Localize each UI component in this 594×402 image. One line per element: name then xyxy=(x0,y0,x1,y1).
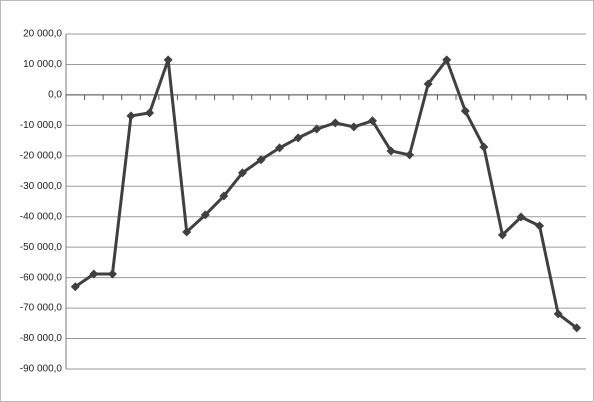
y-tick-label: 10 000,0 xyxy=(23,59,62,70)
marker xyxy=(312,124,322,134)
marker xyxy=(497,230,507,240)
y-tick-label: -60 000,0 xyxy=(20,272,63,283)
marker xyxy=(572,323,582,333)
y-tick-label: -20 000,0 xyxy=(20,150,63,161)
marker xyxy=(200,210,210,220)
y-tick-label: -30 000,0 xyxy=(20,181,63,192)
y-tick-label: -10 000,0 xyxy=(20,120,63,131)
marker xyxy=(182,227,192,237)
marker xyxy=(367,116,377,126)
marker xyxy=(553,309,563,319)
marker xyxy=(275,143,285,153)
marker xyxy=(237,168,247,178)
y-tick-label: -40 000,0 xyxy=(20,211,63,222)
y-tick-label: -70 000,0 xyxy=(20,303,63,314)
marker xyxy=(479,142,489,152)
marker xyxy=(293,133,303,143)
marker xyxy=(107,269,117,279)
marker xyxy=(423,79,433,89)
marker xyxy=(163,55,173,65)
marker xyxy=(256,155,266,165)
marker xyxy=(516,212,526,222)
y-tick-label: -50 000,0 xyxy=(20,242,63,253)
marker xyxy=(349,122,359,132)
y-tick-label: 0,0 xyxy=(48,90,62,101)
line xyxy=(74,58,578,330)
y-tick-label: 20 000,0 xyxy=(23,29,62,40)
y-tick-label: -90 000,0 xyxy=(20,364,63,375)
marker xyxy=(145,108,155,118)
marker xyxy=(442,55,452,65)
marker xyxy=(70,282,80,292)
marker xyxy=(460,106,470,116)
marker xyxy=(219,191,229,201)
marker xyxy=(330,118,340,128)
marker xyxy=(386,146,396,156)
marker xyxy=(535,221,545,231)
marker xyxy=(126,111,136,121)
y-tick-label: -80 000,0 xyxy=(20,333,63,344)
marker xyxy=(405,150,415,160)
marker xyxy=(89,269,99,279)
